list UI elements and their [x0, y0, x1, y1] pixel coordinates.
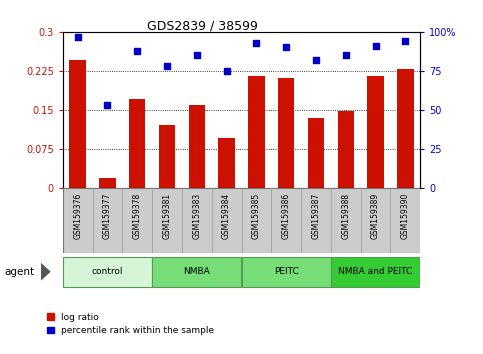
- Text: PEITC: PEITC: [274, 267, 298, 276]
- Text: NMBA and PEITC: NMBA and PEITC: [339, 267, 412, 276]
- Point: [133, 48, 141, 53]
- Text: GDS2839 / 38599: GDS2839 / 38599: [147, 19, 258, 33]
- Text: control: control: [92, 267, 123, 276]
- Text: GSM159376: GSM159376: [73, 193, 82, 239]
- Bar: [368, 76, 384, 188]
- Point: [253, 40, 260, 46]
- Bar: [278, 78, 294, 188]
- Text: GSM159381: GSM159381: [163, 193, 171, 239]
- Text: GSM159377: GSM159377: [103, 193, 112, 239]
- Point: [193, 52, 201, 58]
- Text: GSM159383: GSM159383: [192, 193, 201, 239]
- Text: GSM159387: GSM159387: [312, 193, 320, 239]
- Point: [104, 102, 112, 108]
- Point: [74, 34, 82, 39]
- Bar: [308, 118, 324, 188]
- Point: [372, 43, 380, 49]
- Point: [401, 38, 409, 44]
- Bar: [152, 257, 242, 287]
- Text: GSM159388: GSM159388: [341, 193, 350, 239]
- Bar: [189, 104, 205, 188]
- Bar: [99, 178, 115, 188]
- Bar: [331, 257, 420, 287]
- Bar: [159, 125, 175, 188]
- Bar: [242, 257, 331, 287]
- Bar: [70, 61, 86, 188]
- Bar: [218, 138, 235, 188]
- Legend: log ratio, percentile rank within the sample: log ratio, percentile rank within the sa…: [43, 309, 218, 339]
- Bar: [129, 99, 145, 188]
- Point: [312, 57, 320, 63]
- Bar: [397, 69, 413, 188]
- Bar: [338, 111, 354, 188]
- Point: [163, 63, 171, 69]
- Text: agent: agent: [5, 267, 35, 277]
- Text: GSM159384: GSM159384: [222, 193, 231, 239]
- Polygon shape: [41, 263, 51, 280]
- Text: GSM159378: GSM159378: [133, 193, 142, 239]
- Text: GSM159386: GSM159386: [282, 193, 291, 239]
- Point: [282, 45, 290, 50]
- Text: NMBA: NMBA: [184, 267, 210, 276]
- Point: [223, 68, 230, 74]
- Text: GSM159385: GSM159385: [252, 193, 261, 239]
- Point: [342, 52, 350, 58]
- Text: GSM159389: GSM159389: [371, 193, 380, 239]
- Bar: [63, 257, 152, 287]
- Text: GSM159390: GSM159390: [401, 193, 410, 239]
- Bar: [248, 76, 265, 188]
